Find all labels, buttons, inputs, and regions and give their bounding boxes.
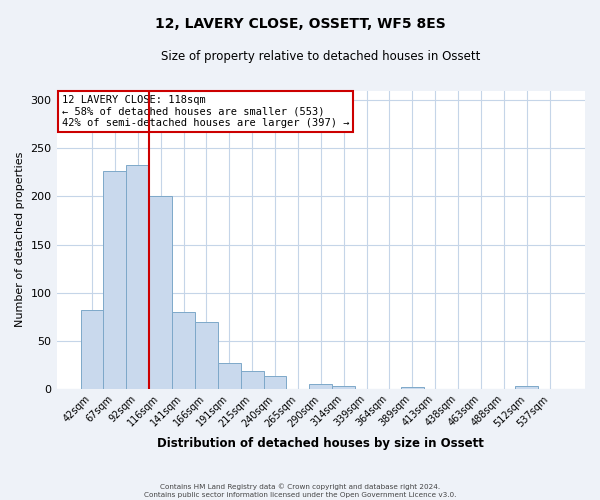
Bar <box>332 386 355 389</box>
Bar <box>241 370 263 389</box>
Bar <box>103 172 127 389</box>
Bar <box>310 384 332 389</box>
Y-axis label: Number of detached properties: Number of detached properties <box>15 152 25 328</box>
Bar <box>263 376 286 389</box>
Text: 12 LAVERY CLOSE: 118sqm
← 58% of detached houses are smaller (553)
42% of semi-d: 12 LAVERY CLOSE: 118sqm ← 58% of detache… <box>62 95 349 128</box>
Bar <box>401 387 424 389</box>
Bar <box>127 164 149 389</box>
Bar <box>515 386 538 389</box>
Text: 12, LAVERY CLOSE, OSSETT, WF5 8ES: 12, LAVERY CLOSE, OSSETT, WF5 8ES <box>155 18 445 32</box>
Title: Size of property relative to detached houses in Ossett: Size of property relative to detached ho… <box>161 50 481 63</box>
Bar <box>80 310 103 389</box>
Bar <box>218 363 241 389</box>
Bar <box>172 312 195 389</box>
Bar <box>195 322 218 389</box>
Bar <box>149 196 172 389</box>
X-axis label: Distribution of detached houses by size in Ossett: Distribution of detached houses by size … <box>157 437 484 450</box>
Text: Contains HM Land Registry data © Crown copyright and database right 2024.
Contai: Contains HM Land Registry data © Crown c… <box>144 484 456 498</box>
